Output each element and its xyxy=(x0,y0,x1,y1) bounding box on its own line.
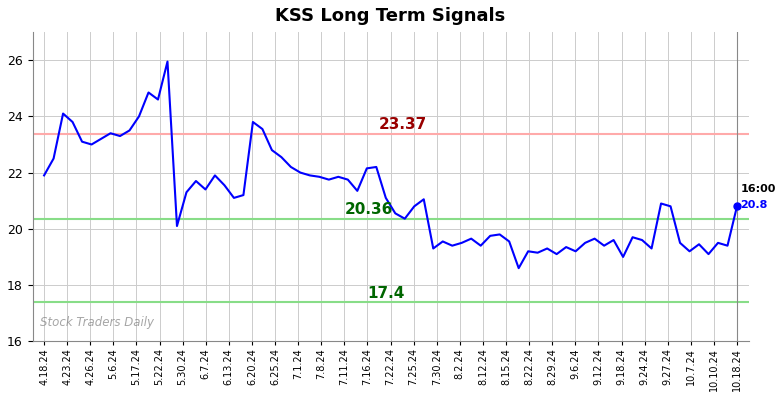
Text: Stock Traders Daily: Stock Traders Daily xyxy=(40,316,154,329)
Title: KSS Long Term Signals: KSS Long Term Signals xyxy=(275,7,506,25)
Text: 23.37: 23.37 xyxy=(379,117,427,132)
Text: 16:00: 16:00 xyxy=(740,184,776,194)
Text: 17.4: 17.4 xyxy=(368,286,405,300)
Text: 20.36: 20.36 xyxy=(344,203,393,217)
Text: 20.8: 20.8 xyxy=(740,200,768,210)
